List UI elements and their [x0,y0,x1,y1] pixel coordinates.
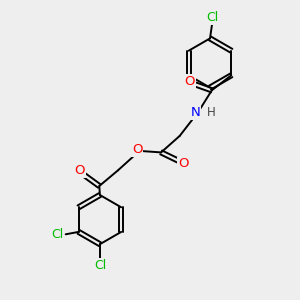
Text: O: O [132,143,142,156]
Text: Cl: Cl [52,228,64,241]
Text: Cl: Cl [94,259,106,272]
Text: Cl: Cl [206,11,218,24]
Text: O: O [178,157,189,170]
Text: H: H [206,106,215,119]
Text: O: O [75,164,85,177]
Text: O: O [184,75,195,88]
Text: N: N [191,106,201,119]
